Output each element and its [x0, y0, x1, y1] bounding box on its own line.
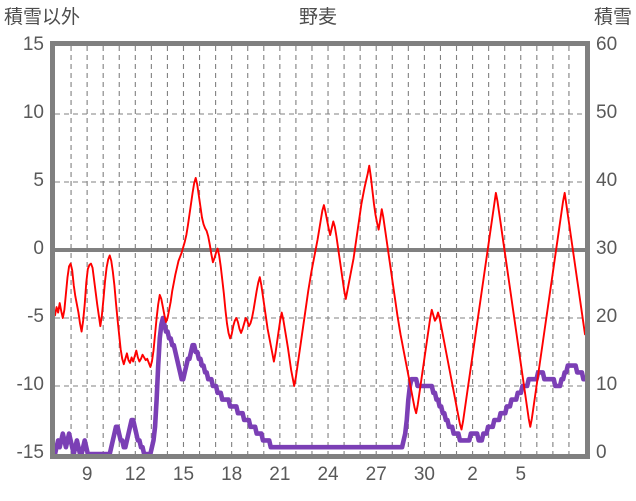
snow-depth-series: [55, 315, 585, 454]
y-tick-left: -5: [27, 306, 44, 327]
x-tick: 9: [81, 464, 93, 485]
x-tick: 18: [221, 464, 243, 485]
y-tick-right: 40: [596, 170, 618, 191]
x-tick: 2: [467, 464, 478, 485]
y-tick-left: -10: [16, 374, 44, 395]
x-tick: 12: [124, 464, 146, 485]
y-tick-right: 10: [596, 374, 618, 395]
right-axis-title: 積雪: [593, 7, 632, 28]
x-tick: 30: [413, 464, 435, 485]
left-axis-title: 積雪以外: [4, 7, 81, 28]
y-tick-left: -15: [16, 442, 44, 463]
y-tick-right: 30: [596, 238, 618, 259]
y-tick-left: 5: [33, 170, 44, 191]
chart-canvas: [55, 46, 585, 454]
plot-area: [50, 41, 590, 459]
temperature-series: [55, 164, 585, 431]
x-tick: 5: [515, 464, 527, 485]
y-tick-right: 50: [596, 102, 618, 123]
y-tick-left: 15: [22, 34, 44, 55]
y-tick-left: 0: [33, 238, 44, 259]
y-tick-right: 60: [596, 34, 618, 55]
y-tick-right: 20: [596, 306, 618, 327]
x-tick: 15: [172, 464, 195, 485]
page-title: 野麦: [298, 7, 337, 28]
x-tick: 21: [269, 464, 291, 485]
x-tick: 24: [317, 464, 339, 485]
y-tick-right: 0: [596, 442, 607, 463]
horizontal-gridlines: [55, 113, 585, 387]
y-tick-left: 10: [22, 102, 44, 123]
x-tick: 27: [365, 464, 387, 485]
